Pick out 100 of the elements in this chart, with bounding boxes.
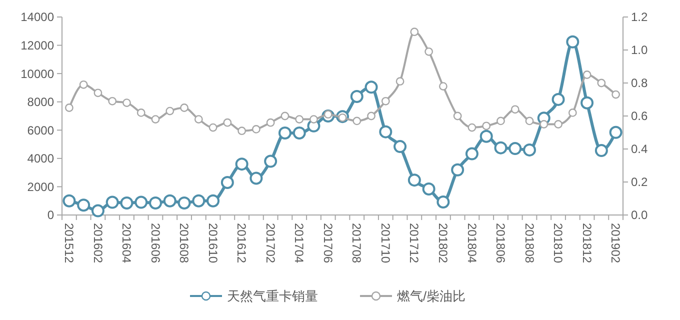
x-tick-label: 201602 (90, 223, 105, 264)
y-tick-label: 8000 (27, 95, 54, 110)
point (554, 120, 562, 128)
point (223, 118, 232, 127)
point (597, 78, 606, 88)
point (451, 163, 464, 176)
point (523, 143, 536, 156)
point (252, 125, 260, 134)
x-tick-label: 201810 (551, 223, 566, 264)
y-tick-label: 0 (47, 208, 54, 222)
x-tick-label: 201706 (320, 223, 335, 264)
point (381, 96, 390, 106)
point (410, 28, 419, 36)
point (122, 98, 131, 107)
point (163, 194, 176, 208)
point (594, 144, 608, 158)
point (566, 35, 580, 48)
y-tick-label: 10000 (20, 66, 54, 81)
point (91, 204, 104, 218)
point (178, 196, 191, 210)
x-tick-label: 201712 (407, 223, 422, 264)
y-tick-label: 2000 (27, 180, 54, 194)
y-tick-label: 6000 (27, 123, 54, 138)
point (106, 196, 119, 209)
y2-tick-label: 1.2 (631, 10, 648, 24)
point (194, 115, 203, 124)
point (79, 80, 88, 89)
point (379, 125, 392, 138)
point (77, 198, 90, 212)
x-tick-label: 201606 (148, 223, 162, 264)
x-tick-label: 201604 (120, 223, 134, 264)
y-tick-label: 14000 (20, 10, 54, 24)
point (235, 158, 248, 171)
point (278, 126, 292, 140)
point (453, 112, 462, 120)
point (292, 126, 306, 140)
x-tick-label: 201806 (494, 223, 508, 264)
x-tick-label: 201902 (608, 223, 623, 264)
y2-tick-label: 0.4 (631, 142, 648, 156)
x-tick-label: 201808 (522, 223, 536, 264)
y2-tick-label: 0.0 (631, 208, 648, 222)
point (408, 174, 421, 187)
point (310, 115, 318, 124)
point (62, 194, 76, 208)
x-tick-label: 201710 (378, 223, 392, 264)
point (438, 82, 448, 90)
point (552, 92, 565, 106)
legend-label: 燃气/柴油比 (397, 288, 466, 304)
point (609, 126, 622, 139)
point (120, 196, 134, 210)
x-tick-label: 201512 (62, 223, 76, 264)
point (510, 105, 520, 114)
point (134, 196, 148, 209)
point (180, 104, 188, 112)
point (436, 195, 450, 208)
point (94, 88, 102, 98)
point (352, 116, 362, 126)
x-tick-label: 201702 (263, 223, 278, 264)
x-tick-label: 201804 (464, 223, 479, 264)
point (582, 70, 592, 79)
point (364, 80, 378, 94)
point (149, 196, 162, 210)
point (208, 123, 218, 132)
y-tick-label: 4000 (27, 152, 54, 166)
point (612, 90, 620, 99)
x-tick-label: 201612 (234, 223, 249, 264)
point (580, 96, 594, 110)
point (238, 126, 246, 136)
point (367, 112, 376, 120)
point (465, 147, 478, 160)
point (266, 118, 275, 127)
x-tick-label: 201610 (206, 223, 220, 264)
point (494, 141, 508, 154)
point (64, 104, 74, 112)
point (525, 116, 534, 126)
point (108, 96, 117, 106)
point (192, 194, 206, 208)
y2-tick-label: 0.6 (631, 109, 648, 124)
point (508, 142, 522, 156)
point (220, 176, 234, 189)
y2-tick-label: 1.0 (631, 43, 648, 58)
point (424, 47, 434, 56)
x-tick-label: 201812 (580, 223, 594, 264)
point (136, 108, 146, 117)
point (280, 112, 290, 120)
y-tick-label: 12000 (20, 38, 54, 52)
point (496, 116, 505, 126)
point (396, 77, 404, 86)
point (166, 106, 174, 116)
y2-tick-label: 0.8 (631, 76, 648, 90)
point (206, 194, 220, 208)
point (250, 172, 263, 185)
point (480, 130, 493, 143)
point (482, 122, 491, 130)
point (350, 90, 364, 103)
x-tick-label: 201704 (292, 223, 306, 264)
y2-tick-label: 0.2 (631, 175, 648, 190)
point (264, 154, 278, 168)
point (468, 123, 476, 132)
x-tick-label: 201608 (177, 223, 192, 264)
